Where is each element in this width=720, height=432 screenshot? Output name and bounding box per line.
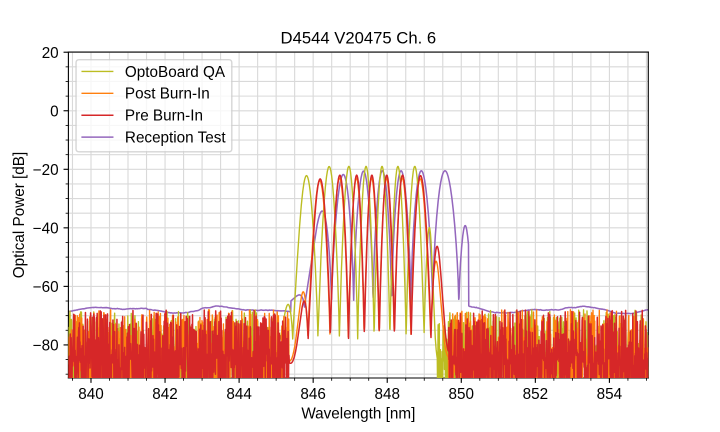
svg-text:D4544 V20475 Ch. 6: D4544 V20475 Ch. 6 xyxy=(281,29,437,48)
svg-text:848: 848 xyxy=(374,386,399,403)
svg-text:852: 852 xyxy=(523,386,548,403)
svg-text:840: 840 xyxy=(78,386,103,403)
svg-text:−20: −20 xyxy=(33,162,59,179)
svg-text:Post Burn-In: Post Burn-In xyxy=(125,86,210,103)
svg-text:Reception Test: Reception Test xyxy=(125,129,226,146)
svg-text:850: 850 xyxy=(449,386,474,403)
svg-text:854: 854 xyxy=(597,386,623,403)
svg-text:0: 0 xyxy=(50,103,59,120)
svg-text:20: 20 xyxy=(42,45,59,62)
svg-text:Optical Power [dB]: Optical Power [dB] xyxy=(11,152,28,278)
svg-text:OptoBoard QA: OptoBoard QA xyxy=(125,64,226,81)
svg-text:842: 842 xyxy=(152,386,177,403)
svg-text:846: 846 xyxy=(300,386,325,403)
svg-text:Wavelength [nm]: Wavelength [nm] xyxy=(301,406,415,423)
svg-text:Pre Burn-In: Pre Burn-In xyxy=(125,108,203,125)
svg-text:844: 844 xyxy=(226,386,252,403)
svg-text:−40: −40 xyxy=(33,220,59,237)
svg-text:−60: −60 xyxy=(33,279,59,296)
svg-text:−80: −80 xyxy=(33,337,59,354)
